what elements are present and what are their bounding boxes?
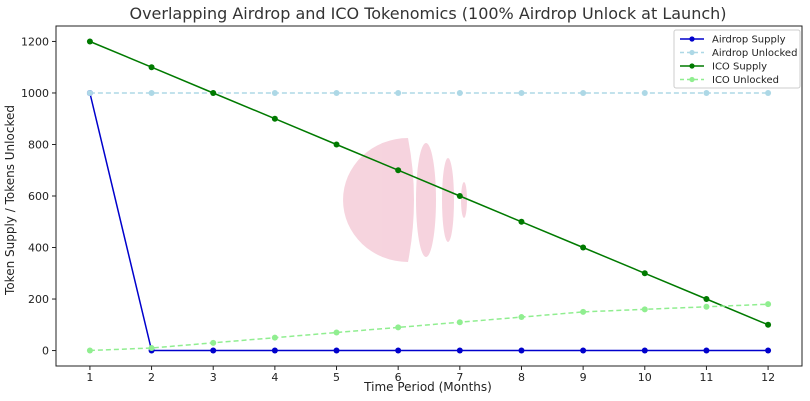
series-point-ico-supply-12 [765, 321, 772, 328]
series-point-airdrop-supply-7 [456, 347, 463, 354]
series-point-ico-supply-4 [271, 115, 278, 122]
x-tick-label-12: 12 [761, 371, 775, 384]
legend-label-airdrop-supply: Airdrop Supply [712, 35, 786, 46]
x-tick-label-1: 1 [86, 371, 93, 384]
series-layer [86, 38, 772, 354]
series-point-ico-unlocked-10 [641, 306, 648, 313]
y-tick-label-0: 0 [42, 345, 49, 358]
series-point-ico-unlocked-1 [86, 347, 93, 354]
y-tick-label-200: 200 [28, 293, 49, 306]
series-point-airdrop-unlocked-8 [518, 89, 525, 96]
series-point-airdrop-unlocked-5 [333, 89, 340, 96]
series-point-ico-unlocked-6 [395, 324, 402, 331]
series-point-airdrop-unlocked-4 [271, 89, 278, 96]
x-tick-label-11: 11 [699, 371, 713, 384]
x-tick-label-10: 10 [638, 371, 652, 384]
series-point-ico-supply-9 [580, 244, 587, 251]
series-point-airdrop-supply-3 [210, 347, 217, 354]
series-point-airdrop-unlocked-12 [765, 89, 772, 96]
series-point-airdrop-unlocked-1 [86, 89, 93, 96]
series-point-ico-supply-10 [641, 270, 648, 277]
x-tick-label-3: 3 [210, 371, 217, 384]
series-line-ico-supply [89, 40, 769, 326]
series-point-airdrop-supply-12 [765, 347, 772, 354]
legend-marker-airdrop-unlocked [689, 49, 695, 56]
chart-title: Overlapping Airdrop and ICO Tokenomics (… [129, 4, 726, 23]
legend-frame [673, 29, 801, 89]
series-point-ico-unlocked-9 [580, 308, 587, 315]
y-axis-label: Token Supply / Tokens Unlocked [3, 105, 17, 296]
series-point-ico-supply-11 [703, 296, 710, 303]
series-point-airdrop-unlocked-2 [148, 89, 155, 96]
x-tick-label-6: 6 [395, 371, 402, 384]
legend-label-ico-supply: ICO Supply [712, 62, 767, 73]
series-point-ico-supply-6 [395, 167, 402, 174]
series-point-airdrop-unlocked-11 [703, 89, 710, 96]
series-point-airdrop-unlocked-10 [641, 89, 648, 96]
series-point-ico-supply-7 [456, 193, 463, 199]
y-tick-label-1200: 1200 [21, 35, 49, 48]
y-tick-label-800: 800 [28, 138, 49, 151]
series-point-ico-supply-8 [518, 218, 525, 225]
x-tick-label-7: 7 [456, 371, 463, 384]
series-point-ico-supply-2 [148, 64, 155, 71]
legend-marker-ico-unlocked [689, 76, 695, 83]
x-tick-label-5: 5 [333, 371, 340, 384]
series-point-airdrop-supply-8 [518, 347, 525, 354]
x-tick-label-9: 9 [580, 371, 587, 384]
series-point-airdrop-supply-10 [641, 347, 648, 354]
x-axis-label: Time Period (Months) [363, 380, 492, 394]
series-point-ico-supply-5 [333, 141, 340, 148]
series-point-ico-unlocked-4 [271, 334, 278, 341]
watermark-logo [343, 138, 467, 262]
legend-marker-airdrop-supply [689, 36, 695, 42]
series-point-ico-unlocked-11 [703, 303, 710, 310]
series-point-ico-unlocked-8 [518, 314, 525, 321]
series-point-airdrop-supply-11 [703, 347, 710, 354]
y-tick-label-1000: 1000 [21, 87, 49, 100]
series-point-ico-unlocked-3 [210, 339, 217, 346]
series-point-airdrop-supply-5 [333, 347, 340, 354]
series-point-ico-unlocked-12 [765, 301, 772, 308]
legend-marker-ico-supply [689, 63, 695, 69]
series-point-ico-supply-3 [210, 89, 217, 96]
series-line-ico-unlocked [89, 303, 769, 352]
legend-label-airdrop-unlocked: Airdrop Unlocked [712, 48, 797, 59]
y-tick-label-400: 400 [28, 242, 49, 255]
x-tick-label-4: 4 [271, 371, 278, 384]
series-point-ico-unlocked-2 [148, 344, 155, 351]
y-tick-label-600: 600 [28, 190, 49, 203]
series-point-airdrop-supply-4 [271, 347, 278, 354]
legend-label-ico-unlocked: ICO Unlocked [712, 75, 779, 86]
legend: Airdrop Supply Airdrop Unlocked ICO Supply… [673, 29, 801, 89]
series-point-ico-unlocked-7 [456, 319, 463, 326]
series-point-airdrop-supply-9 [580, 347, 587, 354]
x-tick-label-8: 8 [518, 371, 525, 384]
series-point-airdrop-unlocked-9 [580, 89, 587, 96]
series-point-ico-unlocked-5 [333, 329, 340, 336]
series-point-airdrop-unlocked-6 [395, 89, 402, 96]
series-point-airdrop-unlocked-7 [456, 89, 463, 96]
series-point-ico-supply-1 [86, 38, 93, 45]
x-tick-label-2: 2 [148, 371, 155, 384]
series-point-airdrop-supply-6 [395, 347, 402, 354]
series-line-airdrop-supply [89, 92, 769, 352]
